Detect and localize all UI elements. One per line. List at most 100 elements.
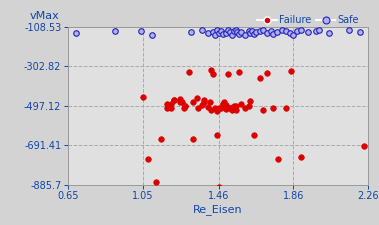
Point <box>186 70 192 74</box>
Point <box>247 31 254 35</box>
Point <box>313 29 319 33</box>
Point <box>164 103 170 106</box>
Point <box>361 144 367 148</box>
Point <box>177 97 183 101</box>
Point <box>182 105 188 108</box>
Point <box>219 32 226 36</box>
Point <box>253 30 259 34</box>
Point <box>73 31 79 35</box>
Point <box>274 30 280 34</box>
Point <box>145 157 151 161</box>
Point <box>238 30 244 34</box>
Point <box>190 101 196 104</box>
Point <box>326 31 332 35</box>
Point <box>283 107 289 110</box>
Point <box>182 105 188 108</box>
Point <box>260 28 266 32</box>
Point <box>138 29 144 33</box>
Point <box>290 33 296 37</box>
Point <box>139 95 146 99</box>
Point <box>216 186 222 189</box>
Point <box>216 31 222 35</box>
Point <box>233 105 239 108</box>
Point <box>158 137 164 141</box>
Point <box>153 180 159 184</box>
Point <box>205 106 211 109</box>
Point <box>225 28 231 32</box>
Point <box>223 108 229 111</box>
Point <box>199 104 205 107</box>
Point <box>298 155 304 159</box>
Point <box>216 107 222 110</box>
Point <box>214 110 220 113</box>
Point <box>195 107 201 110</box>
Point <box>264 31 270 35</box>
Point <box>223 31 229 35</box>
Point <box>229 33 235 37</box>
Point <box>214 133 220 137</box>
Point <box>294 29 300 33</box>
Point <box>246 105 252 108</box>
Point <box>279 28 285 32</box>
Point <box>268 29 274 33</box>
Point <box>219 103 226 106</box>
Point <box>168 103 174 106</box>
Point <box>207 101 213 104</box>
Point <box>177 101 183 104</box>
Point <box>242 107 248 110</box>
Point <box>179 101 185 104</box>
Point <box>346 28 352 32</box>
Point <box>221 101 227 104</box>
Point <box>164 107 170 110</box>
Point <box>316 28 322 32</box>
Point <box>246 29 252 33</box>
Point <box>242 33 248 37</box>
Point <box>236 70 242 74</box>
Point <box>233 28 239 32</box>
Point <box>168 107 174 110</box>
Point <box>171 99 177 102</box>
Point <box>171 99 177 102</box>
Point <box>231 29 237 33</box>
Point <box>149 33 155 37</box>
Point <box>287 31 293 35</box>
Point <box>270 32 276 36</box>
Point <box>260 109 266 112</box>
Point <box>231 105 237 108</box>
Point <box>251 133 257 137</box>
Point <box>205 31 211 35</box>
Point <box>257 76 263 80</box>
Point <box>112 29 118 33</box>
Point <box>233 109 239 112</box>
Point <box>227 107 233 110</box>
Point <box>225 72 231 76</box>
Point <box>210 72 216 76</box>
Point <box>201 99 207 102</box>
Point <box>190 137 196 141</box>
Point <box>201 101 207 104</box>
Point <box>288 69 294 73</box>
Point <box>264 71 270 75</box>
Point <box>227 30 233 34</box>
Point <box>229 109 235 112</box>
Point <box>214 28 220 32</box>
Point <box>208 68 215 72</box>
Point <box>208 109 215 112</box>
Point <box>218 29 224 33</box>
Point <box>257 29 263 33</box>
Point <box>212 33 218 37</box>
Point <box>212 107 218 110</box>
Legend: Failure, Safe: Failure, Safe <box>254 11 363 29</box>
Point <box>194 97 200 100</box>
Point <box>235 30 241 34</box>
Point <box>270 107 276 110</box>
Point <box>238 103 244 106</box>
Point <box>227 107 233 110</box>
Point <box>219 103 226 106</box>
Point <box>298 28 304 32</box>
Point <box>305 30 311 34</box>
Text: vMax: vMax <box>29 11 59 21</box>
Point <box>218 107 224 110</box>
Point <box>223 104 229 107</box>
X-axis label: Re_Eisen: Re_Eisen <box>193 204 243 215</box>
